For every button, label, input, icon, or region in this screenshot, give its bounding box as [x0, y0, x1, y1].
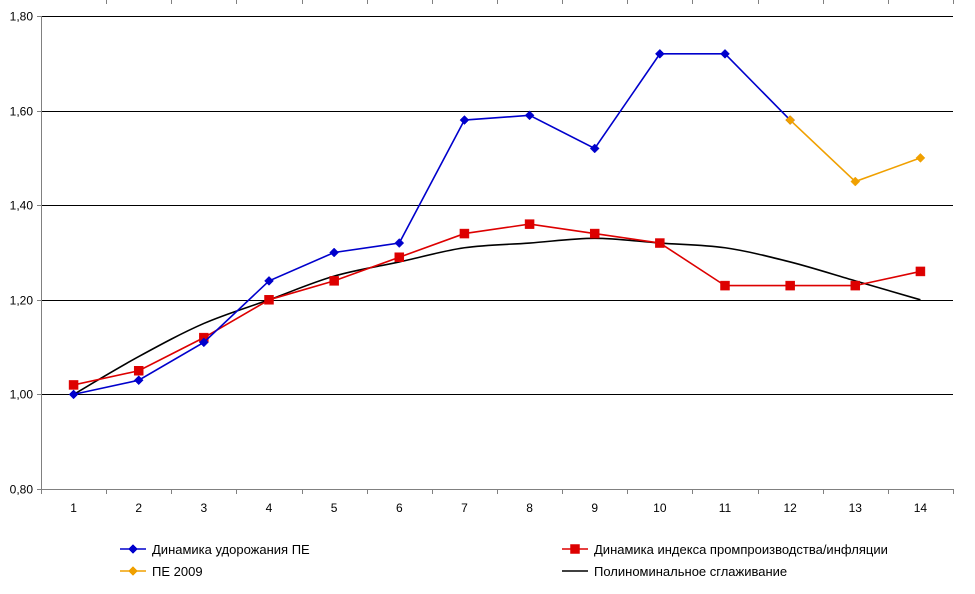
data-point [264, 295, 274, 305]
y-tick-label: 1,60 [10, 105, 34, 119]
x-tick-label: 13 [849, 501, 863, 515]
data-point [524, 219, 535, 229]
data-point [915, 153, 926, 163]
data-point [329, 247, 339, 258]
series-line [73, 53, 791, 396]
series-3 [73, 237, 921, 396]
data-point [720, 280, 730, 291]
x-tick-label: 5 [331, 501, 338, 515]
data-point [720, 48, 730, 59]
x-tick-label: 2 [135, 501, 142, 515]
legend: Динамика удорожания ПЕ Динамика индекса п… [120, 542, 888, 579]
y-tick-label: 1,20 [10, 294, 34, 308]
data-point [68, 380, 79, 390]
data-point [459, 115, 470, 125]
data-point [850, 176, 861, 187]
data-point [133, 366, 144, 376]
data-point [199, 337, 209, 348]
data-point [850, 280, 861, 291]
series-line [73, 237, 921, 396]
data-point [394, 238, 405, 248]
x-axis-tick-labels: 1 2 3 4 5 6 7 8 9 10 11 12 13 14 [70, 501, 927, 515]
y-tick-label: 1,40 [10, 199, 34, 213]
legend-item: Динамика удорожания ПЕ [120, 542, 310, 557]
data-point [655, 238, 665, 248]
data-point [785, 115, 795, 125]
y-tick-label: 1,80 [10, 10, 34, 24]
legend-item: Динамика индекса промпроизводства/инфляц… [562, 542, 888, 557]
series-line [73, 223, 921, 386]
x-tick-label: 11 [719, 501, 732, 515]
legend-marker [570, 544, 580, 554]
data-point [133, 375, 144, 386]
data-point [915, 266, 926, 277]
y-axis-tick-labels: 0,80 1,00 1,20 1,40 1,60 1,80 [10, 10, 34, 497]
data-point [524, 110, 535, 121]
x-tick-label: 10 [653, 501, 667, 515]
legend-marker [128, 566, 138, 576]
x-tick-label: 12 [783, 501, 797, 515]
data-point [589, 228, 600, 239]
legend-item: ПЕ 2009 [120, 564, 203, 579]
series-0 [68, 48, 795, 400]
data-point [655, 48, 665, 59]
x-tick-label: 1 [70, 501, 77, 515]
y-tick-label: 1,00 [10, 388, 34, 402]
legend-label: Динамика удорожания ПЕ [152, 542, 310, 557]
axes [37, 0, 954, 494]
legend-label: Динамика индекса промпроизводства/инфляц… [594, 542, 888, 557]
y-tick-label: 0,80 [10, 483, 34, 497]
x-tick-label: 7 [461, 501, 468, 515]
legend-item: Полиноминальное сглаживание [562, 564, 787, 579]
gridlines [41, 16, 953, 395]
x-tick-label: 14 [914, 501, 928, 515]
series-layer [68, 48, 926, 400]
x-tick-label: 9 [591, 501, 598, 515]
legend-label: ПЕ 2009 [152, 564, 203, 579]
legend-label: Полиноминальное сглаживание [594, 564, 787, 579]
series-line [789, 119, 921, 183]
legend-marker [128, 544, 138, 554]
data-point [459, 228, 470, 239]
data-point [785, 280, 795, 291]
x-tick-label: 3 [201, 501, 208, 515]
x-tick-label: 8 [526, 501, 533, 515]
data-point [589, 143, 600, 154]
data-point [394, 252, 405, 262]
data-point [329, 276, 339, 286]
x-tick-label: 6 [396, 501, 403, 515]
x-tick-label: 4 [266, 501, 273, 515]
data-point [68, 389, 79, 400]
data-point [264, 276, 274, 286]
series-2 [785, 115, 926, 187]
